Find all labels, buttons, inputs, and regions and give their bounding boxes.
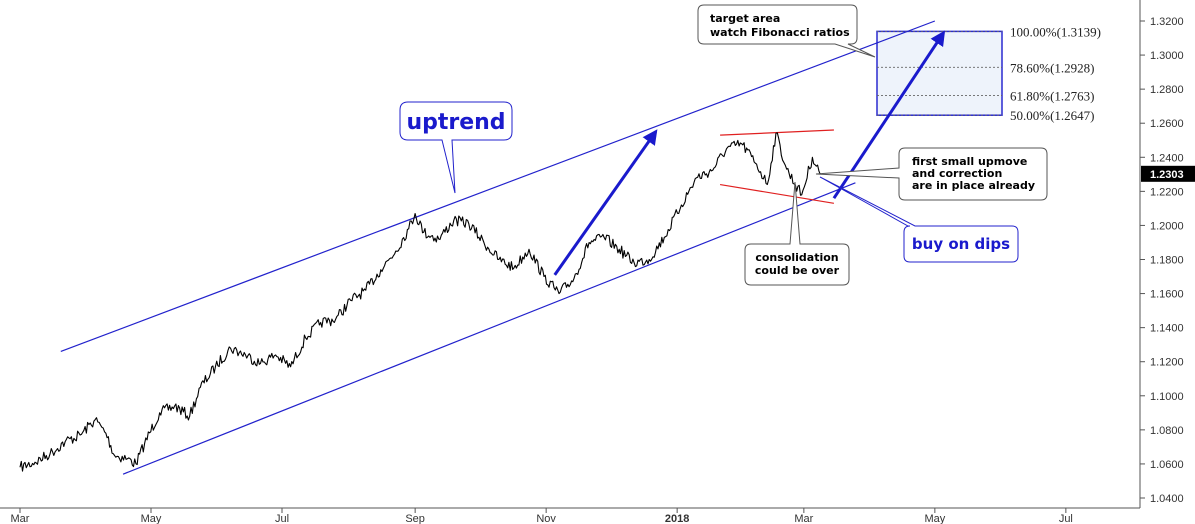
y-tick-label: 1.1400 (1150, 323, 1184, 335)
x-tick-label: Jul (1059, 513, 1073, 524)
target-area-line-1: target area (710, 12, 780, 25)
current-price-value: 1.2303 (1150, 169, 1184, 181)
uptrend-label: uptrend (406, 110, 505, 135)
y-tick-label: 1.2800 (1150, 84, 1184, 96)
y-tick-label: 1.2600 (1150, 118, 1184, 130)
y-tick-label: 1.3200 (1150, 16, 1184, 28)
up-arrow[interactable] (832, 30, 946, 200)
uptrend-callout: uptrend (399, 101, 513, 194)
x-tick-label: Nov (536, 513, 556, 524)
buy-on-dips-label: buy on dips (912, 235, 1010, 253)
y-tick-label: 1.0600 (1150, 459, 1184, 471)
first-upmove-line-2: and correction (912, 167, 1002, 180)
fibonacci-level-label: 50.00%(1.2647) (1010, 108, 1095, 123)
x-tick-label: Mar (794, 513, 813, 524)
channel-lower-line[interactable] (122, 182, 856, 475)
x-tick-label: May (141, 513, 162, 524)
fibonacci-level-label: 78.60%(1.2928) (1010, 60, 1095, 75)
y-axis-ticks: 1.3200 1.3000 1.2800 1.2600 1.2400 1.220… (1140, 16, 1184, 505)
y-tick-label: 1.2200 (1150, 186, 1184, 198)
up-arrow[interactable] (553, 129, 658, 276)
channel-upper-line[interactable] (60, 20, 936, 353)
y-tick-label: 1.2400 (1150, 152, 1184, 164)
consolidation-bottom-line[interactable] (720, 183, 835, 204)
y-tick-label: 1.1600 (1150, 289, 1184, 301)
x-axis-ticks: Mar May Jul Sep Nov 2018 Mar May Jul (11, 508, 1073, 524)
y-tick-label: 1.1000 (1150, 391, 1184, 403)
y-tick-label: 1.3000 (1150, 50, 1184, 62)
x-tick-label: 2018 (665, 513, 689, 524)
price-series-line[interactable] (19, 132, 821, 472)
fibonacci-level-label: 100.00%(1.3139) (1010, 24, 1101, 39)
current-price-label: 1.2303 (1141, 165, 1195, 182)
consolidation-callout: consolidation could be over (744, 181, 850, 286)
x-tick-label: Sep (405, 513, 425, 524)
target-area-line-2: watch Fibonacci ratios (710, 26, 850, 39)
fibonacci-level-label: 61.80%(1.2763) (1010, 88, 1095, 103)
first-upmove-line-3: are in place already (912, 179, 1035, 192)
first-upmove-callout: first small upmove and correction are in… (815, 147, 1048, 201)
buy-on-dips-callout: buy on dips (819, 176, 1019, 263)
y-tick-label: 1.1800 (1150, 255, 1184, 267)
consolidation-line-2: could be over (755, 264, 840, 277)
y-tick-label: 1.1200 (1150, 357, 1184, 369)
first-upmove-line-1: first small upmove (912, 155, 1027, 168)
x-tick-label: May (924, 513, 945, 524)
target-area-callout: target area watch Fibonacci ratios (697, 4, 876, 58)
x-tick-label: Mar (11, 513, 30, 524)
consolidation-line-1: consolidation (755, 251, 838, 264)
y-tick-label: 1.0800 (1150, 425, 1184, 437)
y-tick-label: 1.2000 (1150, 220, 1184, 232)
fibonacci-target-box[interactable]: 100.00%(1.3139) 78.60%(1.2928) 61.80%(1.… (876, 24, 1101, 123)
y-tick-label: 1.0400 (1150, 493, 1184, 505)
x-tick-label: Jul (275, 513, 289, 524)
